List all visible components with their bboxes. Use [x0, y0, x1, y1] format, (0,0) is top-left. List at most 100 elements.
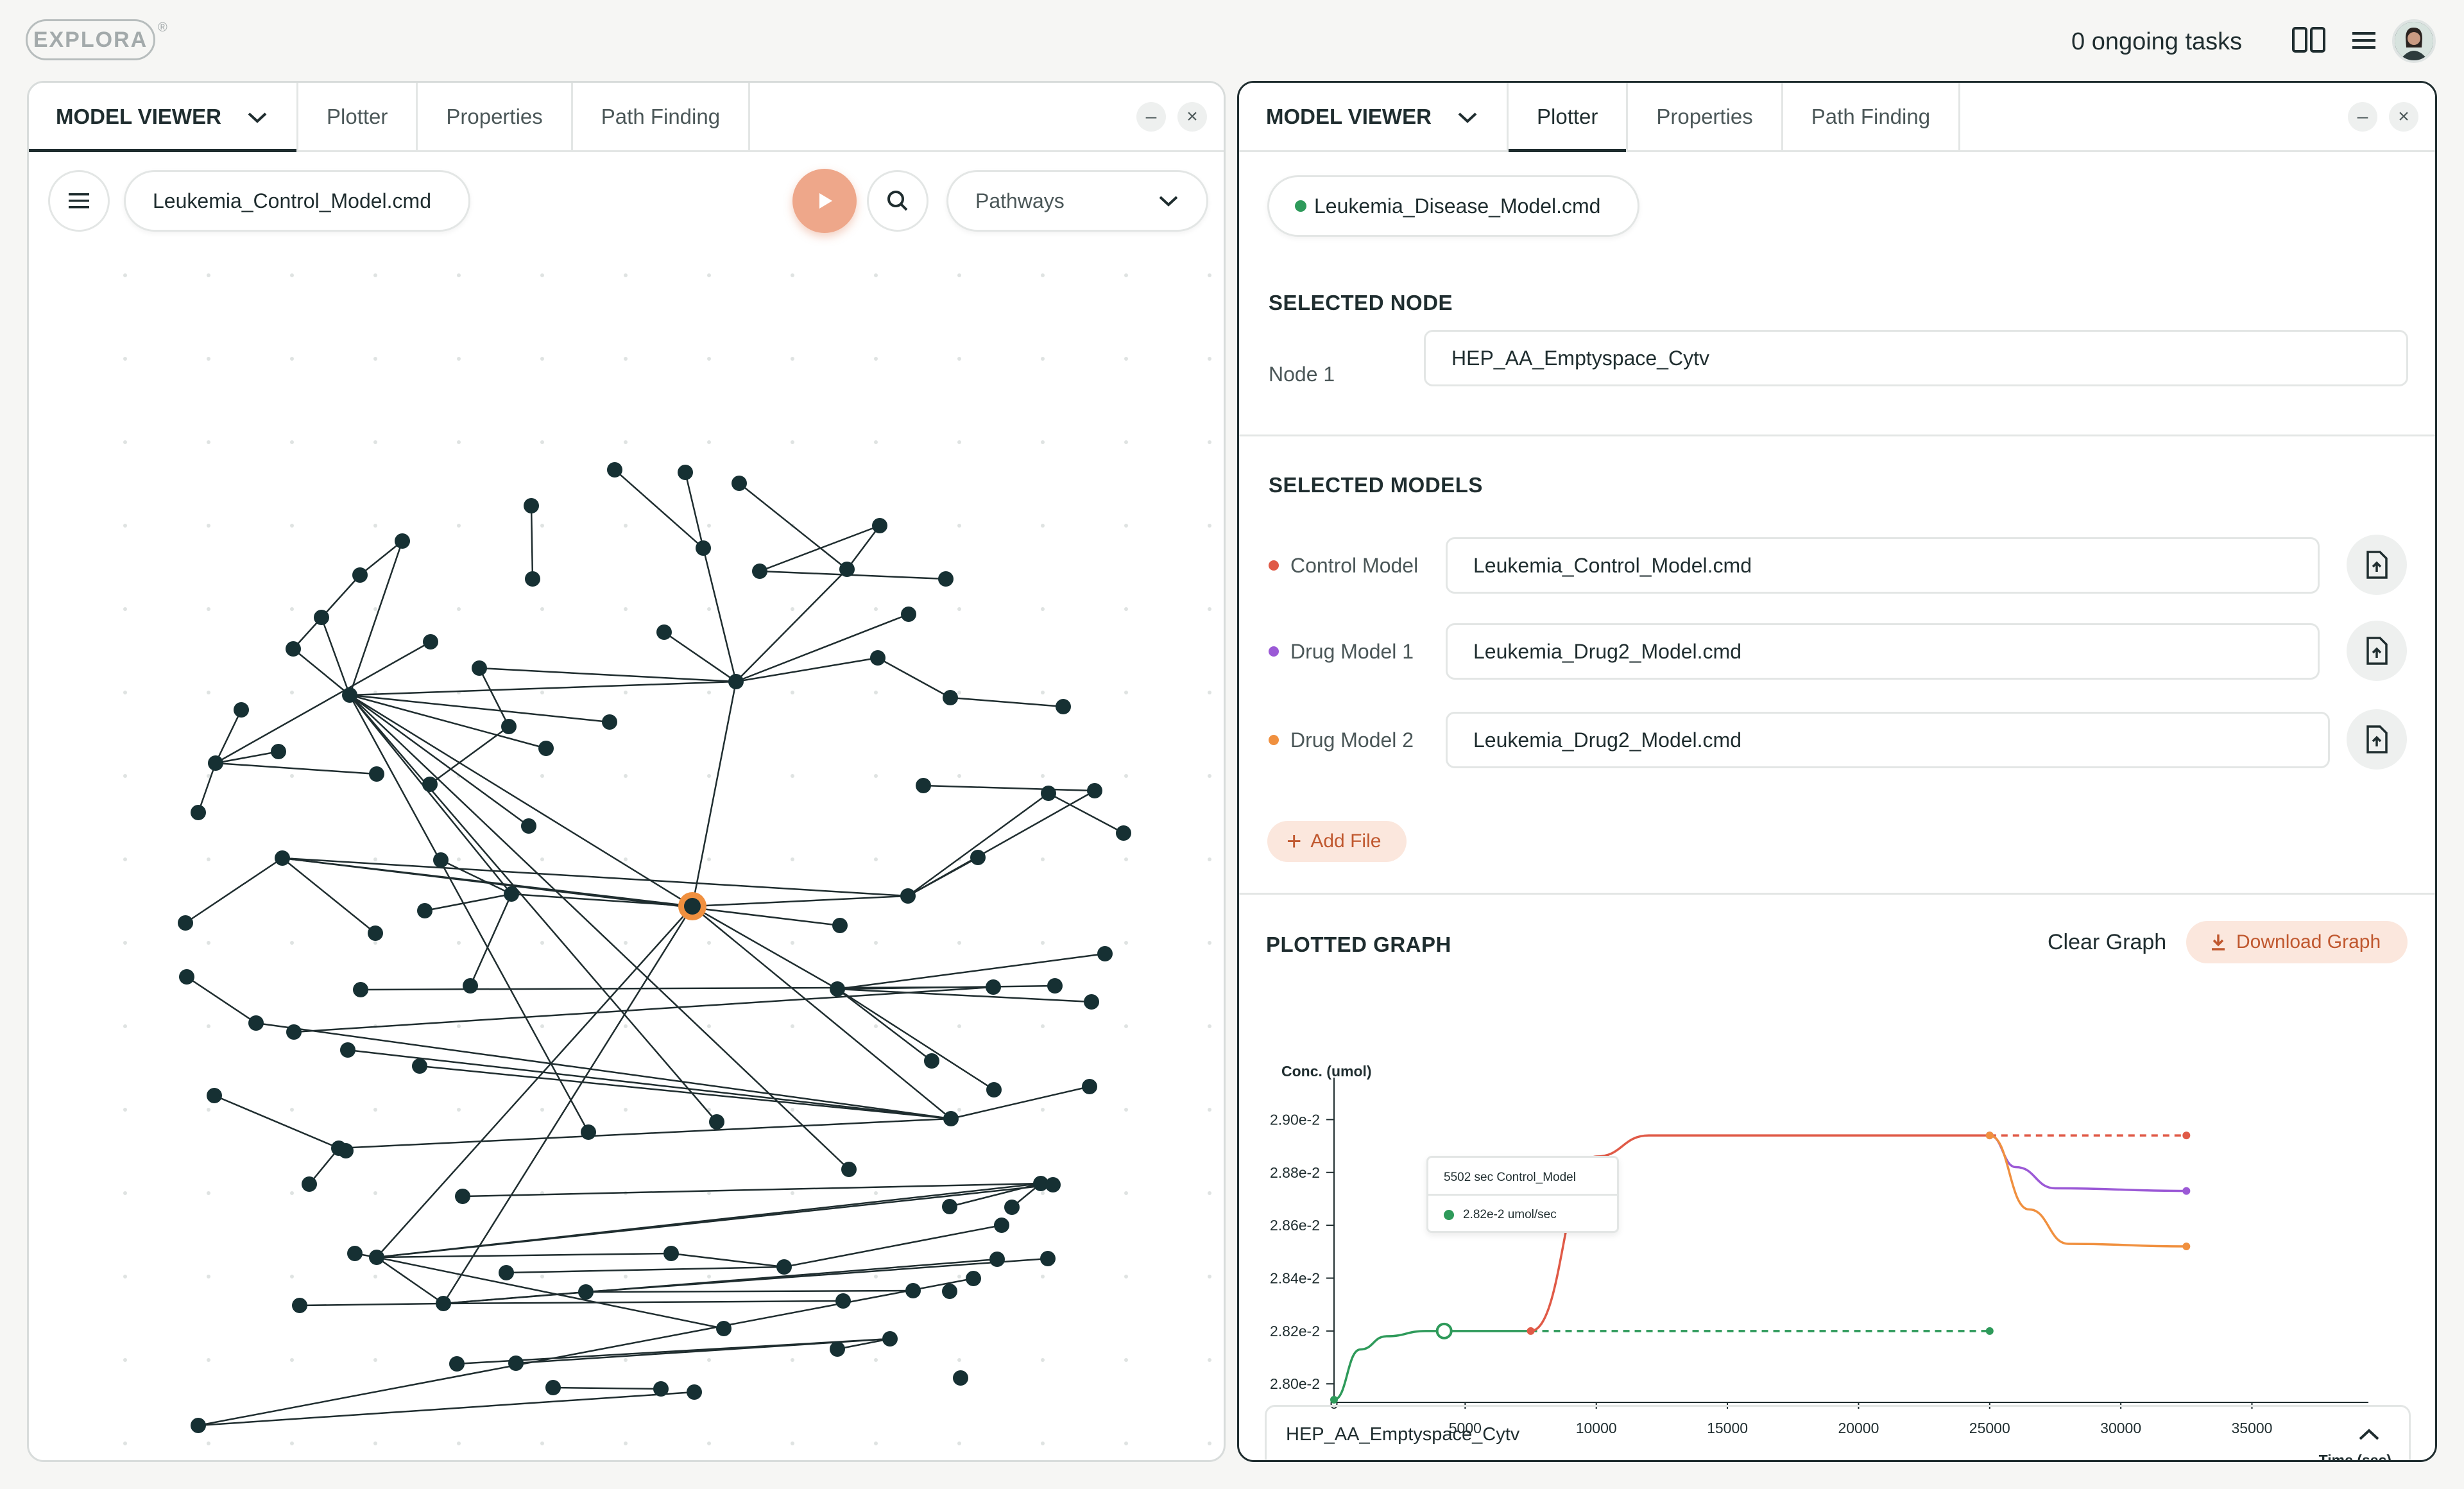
graph-node[interactable] [338, 1143, 354, 1158]
graph-node[interactable] [521, 818, 536, 834]
close-icon[interactable]: × [1177, 102, 1207, 132]
chevron-down-icon[interactable] [246, 105, 268, 129]
graph-node[interactable] [901, 607, 916, 622]
hamburger-menu-button[interactable] [48, 170, 110, 232]
graph-node[interactable] [504, 886, 519, 902]
graph-node[interactable] [207, 1088, 222, 1103]
graph-node[interactable] [1004, 1200, 1020, 1215]
graph-node[interactable] [942, 1284, 957, 1299]
graph-node[interactable] [716, 1321, 732, 1336]
graph-node[interactable] [1056, 699, 1071, 714]
selected-node[interactable] [684, 898, 701, 915]
graph-node[interactable] [508, 1356, 524, 1371]
disease-model-chip[interactable]: Leukemia_Disease_Model.cmd [1267, 175, 1639, 237]
graph-node[interactable] [900, 888, 916, 904]
graph-node[interactable] [463, 978, 478, 994]
menu-icon[interactable] [2346, 24, 2382, 56]
graph-node[interactable] [395, 533, 410, 549]
graph-node[interactable] [966, 1271, 981, 1286]
graph-node[interactable] [1040, 1251, 1056, 1266]
graph-node[interactable] [302, 1176, 317, 1192]
minimize-icon[interactable]: – [2348, 102, 2377, 132]
graph-node[interactable] [986, 1082, 1002, 1097]
graph-node[interactable] [417, 903, 432, 918]
graph-node[interactable] [179, 969, 194, 985]
right-tab-path-finding[interactable]: Path Finding [1783, 83, 1961, 150]
graph-node[interactable] [687, 1384, 702, 1400]
hover-point[interactable] [1435, 1322, 1453, 1339]
graph-node[interactable] [178, 915, 193, 931]
graph-node[interactable] [839, 562, 855, 577]
graph-node[interactable] [352, 567, 368, 583]
graph-node[interactable] [832, 918, 848, 933]
graph-node[interactable] [916, 778, 931, 793]
download-graph-button[interactable]: Download Graph [2186, 921, 2408, 963]
graph-node[interactable] [368, 925, 383, 941]
close-icon[interactable]: × [2389, 102, 2418, 132]
graph-node[interactable] [1041, 786, 1056, 801]
graph-node[interactable] [953, 1370, 968, 1386]
right-tab-model-viewer[interactable]: MODEL VIEWER [1239, 83, 1509, 150]
graph-node[interactable] [970, 850, 986, 865]
graph-node[interactable] [292, 1298, 307, 1313]
graph-node[interactable] [433, 852, 449, 868]
graph-node[interactable] [347, 1246, 363, 1261]
graph-node[interactable] [1084, 994, 1099, 1010]
graph-node[interactable] [656, 624, 672, 640]
graph-node[interactable] [830, 1341, 845, 1357]
graph-node[interactable] [499, 1265, 514, 1280]
graph-node[interactable] [369, 766, 384, 782]
graph-node[interactable] [578, 1284, 594, 1300]
graph-node[interactable] [663, 1246, 679, 1261]
graph-node[interactable] [1045, 1177, 1061, 1192]
chevron-down-icon[interactable] [1457, 105, 1478, 129]
graph-node[interactable] [709, 1114, 724, 1130]
graph-node[interactable] [870, 650, 886, 666]
graph-node[interactable] [538, 741, 554, 756]
drug-model-1-upload-button[interactable] [2347, 621, 2407, 681]
graph-node[interactable] [191, 1418, 206, 1433]
right-tab-plotter[interactable]: Plotter [1509, 83, 1629, 152]
split-view-icon[interactable] [2291, 24, 2327, 56]
graph-node[interactable] [994, 1218, 1009, 1233]
graph-node[interactable] [271, 744, 286, 759]
graph-node[interactable] [924, 1053, 939, 1069]
graph-node[interactable] [286, 1024, 302, 1040]
graph-node[interactable] [607, 462, 622, 478]
drug-model-1-field[interactable]: Leukemia_Drug2_Model.cmd [1446, 623, 2320, 680]
graph-node[interactable] [1082, 1079, 1097, 1094]
drug-model-2-field[interactable]: Leukemia_Drug2_Model.cmd [1446, 712, 2330, 768]
graph-node[interactable] [524, 498, 539, 513]
search-button[interactable] [867, 170, 928, 232]
graph-node[interactable] [208, 755, 223, 771]
graph-node[interactable] [835, 1293, 851, 1309]
graph-node[interactable] [776, 1259, 792, 1275]
clear-graph-button[interactable]: Clear Graph [2048, 930, 2167, 954]
graph-node[interactable] [286, 641, 301, 657]
graph-node[interactable] [1097, 946, 1113, 961]
graph-node[interactable] [830, 981, 845, 997]
graph-node[interactable] [423, 634, 438, 650]
graph-node[interactable] [314, 610, 329, 625]
graph-node[interactable] [412, 1058, 427, 1074]
graph-node[interactable] [732, 476, 747, 491]
graph-node[interactable] [581, 1124, 596, 1140]
user-avatar[interactable] [2392, 19, 2436, 63]
left-tab-model-viewer[interactable]: MODEL VIEWER [29, 83, 298, 152]
left-tab-path-finding[interactable]: Path Finding [573, 83, 751, 150]
graph-node[interactable] [449, 1356, 465, 1372]
minimize-icon[interactable]: – [1136, 102, 1166, 132]
plotted-node-selector[interactable]: HEP_AA_Emptyspace_Cytv [1265, 1405, 2411, 1460]
graph-node[interactable] [422, 777, 438, 792]
play-button[interactable] [792, 169, 857, 233]
graph-node[interactable] [191, 805, 206, 820]
graph-node[interactable] [938, 571, 954, 587]
graph-node[interactable] [275, 850, 290, 866]
graph-node[interactable] [1033, 1176, 1048, 1191]
graph-node[interactable] [1116, 825, 1131, 841]
control-model-field[interactable]: Leukemia_Control_Model.cmd [1446, 537, 2320, 594]
graph-node[interactable] [369, 1250, 384, 1265]
graph-node[interactable] [942, 1199, 957, 1214]
graph-node[interactable] [545, 1380, 561, 1395]
graph-node[interactable] [602, 714, 617, 730]
